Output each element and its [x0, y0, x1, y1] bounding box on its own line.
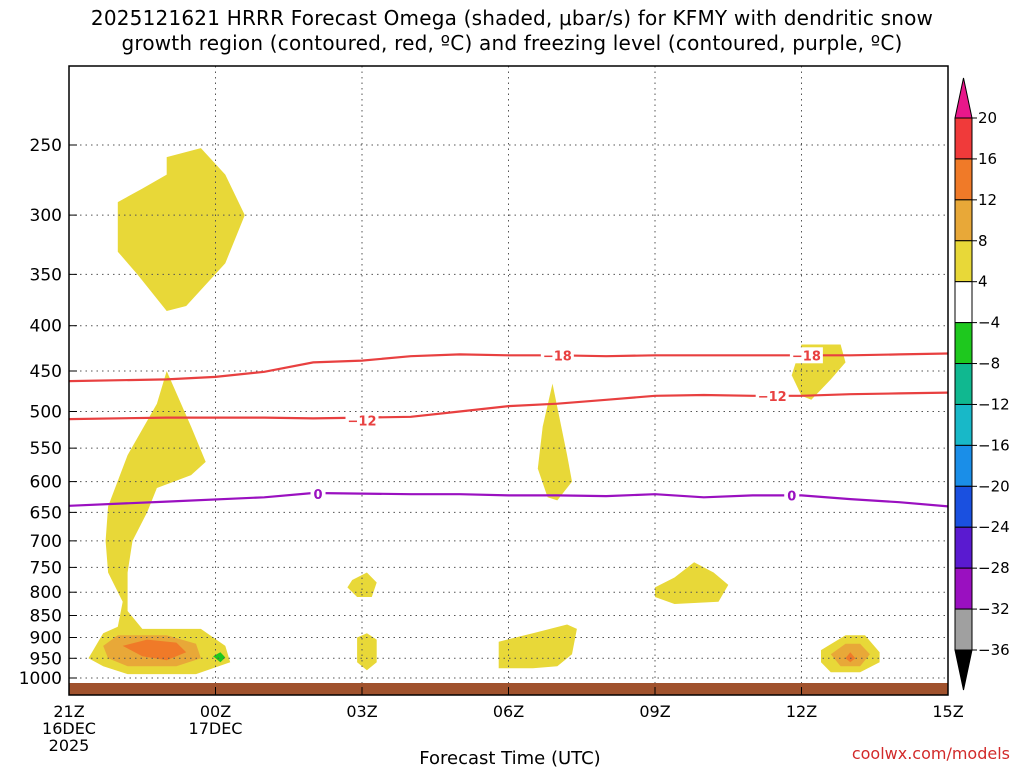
colorbar-label-4: 4 [978, 273, 988, 291]
colorbar-label-5: −4 [978, 314, 1000, 332]
colorbar-segment-10 [954, 526, 973, 569]
x-tick-label-9-0: 06Z [493, 702, 524, 721]
y-tick-label-500: 500 [30, 403, 62, 423]
contour-label-bg-2-1 [784, 487, 800, 504]
colorbar-label-0: 20 [978, 109, 997, 127]
colorbar-segment-12 [954, 608, 973, 651]
colorbar-segment-3 [954, 240, 973, 283]
y-axis-ticks: 2503003504004505005506006507007508008509… [19, 136, 77, 689]
y-tick-label-850: 850 [30, 607, 62, 627]
contour-label-1-0: −12 [348, 415, 377, 430]
omega-region-3 [122, 639, 187, 661]
omega-region-1 [88, 371, 231, 675]
y-tick-label-600: 600 [30, 473, 62, 493]
y-tick-label-900: 900 [30, 628, 62, 648]
colorbar-bottom-arrow [954, 649, 973, 691]
y-tick-label-450: 450 [30, 362, 62, 382]
x-tick-label-15-0: 12Z [786, 702, 817, 721]
x-tick-label-18-0: 15Z [932, 702, 963, 721]
colorbar-segment-1 [954, 158, 973, 201]
grid-lines [69, 66, 948, 695]
contour-label-0-0: −18 [543, 349, 572, 364]
colorbar-segment-7 [954, 403, 973, 446]
contour-label-1-1: −12 [758, 390, 787, 405]
colorbar: 20 16 12 8 4 −4 −8 −12 −16 −20 −24 −28 −32 −36 [954, 77, 1010, 691]
contour-label-0-1: −18 [792, 349, 821, 364]
x-tick-label-0-2: 2025 [49, 736, 90, 755]
contour-label-bg-0-0 [540, 347, 574, 364]
omega-region-12 [845, 652, 856, 663]
colorbar-label-8: −16 [978, 436, 1010, 454]
colorbar-label-3: 8 [978, 232, 988, 250]
omega-region-6 [498, 624, 577, 669]
y-tick-label-650: 650 [30, 503, 62, 523]
colorbar-segment-6 [954, 363, 973, 405]
x-tick-label-12-0: 09Z [639, 702, 670, 721]
colorbar-segment-4 [954, 281, 973, 324]
colorbar-label-12: −32 [978, 600, 1010, 618]
colorbar-label-10: −24 [978, 518, 1010, 536]
colorbar-segment-0 [954, 117, 973, 160]
contour-layer: −18 −18 −12 −12 0 0 [68, 347, 949, 508]
omega-region-8 [655, 562, 729, 604]
y-tick-label-700: 700 [30, 532, 62, 552]
contour-label-2-0: 0 [314, 488, 323, 503]
y-tick-label-250: 250 [30, 136, 62, 156]
colorbar-label-2: 12 [978, 191, 997, 209]
contour-label-bg-1-1 [755, 387, 789, 404]
x-tick-label-6-0: 03Z [346, 702, 377, 721]
y-tick-label-950: 950 [30, 649, 62, 669]
y-tick-label-550: 550 [30, 439, 62, 459]
y-tick-label-400: 400 [30, 317, 62, 337]
y-tick-label-800: 800 [30, 583, 62, 603]
y-tick-label-300: 300 [30, 206, 62, 226]
colorbar-label-9: −20 [978, 477, 1010, 495]
colorbar-label-11: −28 [978, 559, 1010, 577]
y-tick-label-1000: 1000 [19, 669, 62, 689]
colorbar-segment-2 [954, 199, 973, 242]
contour-line-2 [68, 491, 949, 508]
contour-label-bg-2-0 [310, 486, 326, 503]
x-axis-label: Forecast Time (UTC) [419, 748, 600, 768]
colorbar-top-arrow [954, 77, 973, 119]
chart-title: 2025121621 HRRR Forecast Omega (shaded, … [0, 6, 1024, 56]
x-tick-label-3-0: 00Z [200, 702, 231, 721]
colorbar-label-6: −8 [978, 355, 1000, 373]
credit-text: coolwx.com/models [851, 744, 1010, 763]
x-tick-label-0-1: 16DEC [42, 719, 96, 738]
x-tick-label-3-1: 17DEC [189, 719, 243, 738]
chart-title-line1: 2025121621 HRRR Forecast Omega (shaded, … [90, 6, 934, 30]
colorbar-segment-11 [954, 567, 973, 610]
colorbar-label-1: 16 [978, 150, 997, 168]
colorbar-label-7: −12 [978, 395, 1010, 413]
contour-line-1 [68, 391, 949, 421]
omega-region-13 [213, 652, 226, 663]
colorbar-segment-9 [954, 485, 973, 528]
colorbar-segment-8 [954, 444, 973, 487]
omega-region-0 [117, 148, 245, 311]
omega-region-4 [347, 572, 377, 597]
contour-label-bg-1-0 [345, 412, 379, 429]
contour-label-bg-0-1 [789, 347, 823, 364]
omega-region-5 [357, 633, 377, 671]
colorbar-label-13: −36 [978, 641, 1010, 659]
colorbar-segment-5 [954, 322, 973, 365]
x-tick-label-0-0: 21Z [53, 702, 84, 721]
chart-title-line2: growth region (contoured, red, ºC) and f… [121, 31, 903, 55]
y-tick-label-750: 750 [30, 558, 62, 578]
y-tick-label-350: 350 [30, 265, 62, 285]
contour-label-2-1: 0 [787, 489, 796, 504]
omega-region-7 [537, 383, 572, 501]
